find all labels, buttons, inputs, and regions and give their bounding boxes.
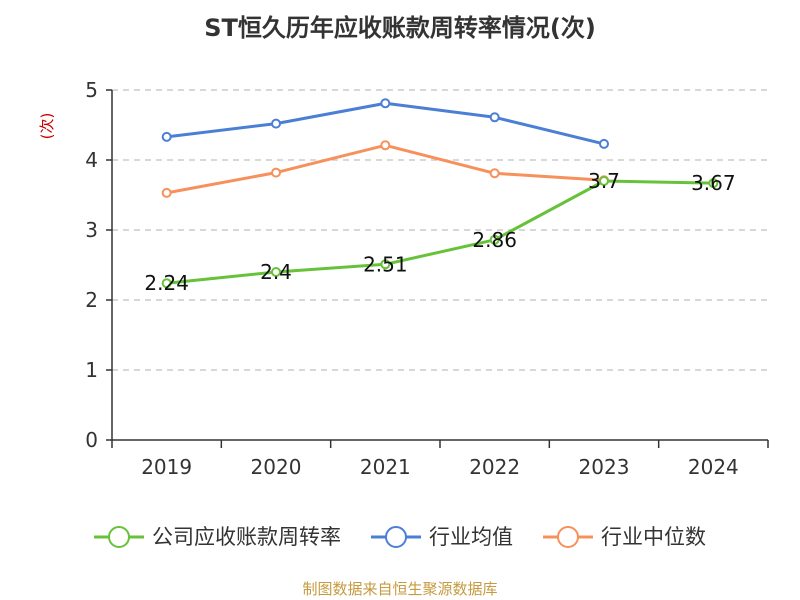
legend-item[interactable]: 公司应收账款周转率 [94, 525, 341, 549]
data-label: 2.86 [472, 228, 517, 252]
data-point [271, 267, 281, 277]
data-label: 3.67 [691, 171, 736, 195]
series-line [166, 101, 605, 146]
chart-title: ST恒久历年应收账款周转率情况(次) [204, 14, 596, 42]
y-tick-label: 3 [85, 218, 98, 242]
legend-label: 行业中位数 [601, 525, 706, 549]
legend-marker [108, 526, 130, 548]
y-tick-label: 5 [85, 78, 98, 102]
data-label: 3.7 [588, 169, 620, 193]
data-point [489, 234, 500, 245]
legend-item[interactable]: 行业均值 [371, 525, 513, 549]
legend-marker [385, 526, 407, 548]
x-tick-label: 2022 [469, 455, 520, 479]
data-labels: 2.24 2.4 2.51 2.86 3.7 3.67 [144, 169, 735, 295]
y-tick-label: 2 [85, 288, 98, 312]
data-point [161, 278, 172, 289]
data-point [599, 176, 609, 186]
data-label: 2.24 [144, 271, 189, 295]
series [161, 98, 719, 289]
legend-label: 公司应收账款周转率 [152, 525, 341, 549]
data-point [708, 178, 719, 189]
axes: 0 1 2 3 4 5 2019 2020 2021 2022 2023 2024 [85, 78, 769, 479]
x-tick-label: 2019 [141, 455, 192, 479]
data-label: 2.4 [260, 260, 292, 284]
legend-marker [557, 526, 579, 548]
legend-item[interactable]: 行业中位数 [543, 525, 706, 549]
x-tick-label: 2020 [251, 455, 302, 479]
x-tick-label: 2023 [579, 455, 630, 479]
data-point [161, 187, 172, 198]
data-point [380, 98, 391, 109]
series-line [166, 179, 714, 285]
data-point [271, 167, 281, 178]
source-note: 制图数据来自恒生聚源数据库 [302, 580, 498, 598]
legend: 公司应收账款周转率 行业均值 行业中位数 [94, 525, 706, 549]
y-tick-label: 1 [85, 358, 98, 382]
y-axis-label: (次) [38, 113, 56, 140]
data-point [161, 131, 172, 142]
legend-label: 行业均值 [429, 525, 513, 549]
x-tick-label: 2021 [360, 455, 411, 479]
data-point [271, 118, 281, 129]
data-point [489, 112, 500, 123]
y-tick-label: 0 [85, 428, 98, 452]
data-point [489, 168, 500, 179]
data-point [599, 138, 609, 149]
data-label: 2.51 [363, 252, 408, 276]
data-point [380, 140, 391, 151]
series-line [166, 143, 605, 195]
data-point [380, 259, 391, 270]
x-tick-label: 2024 [688, 455, 739, 479]
y-tick-label: 4 [85, 148, 98, 172]
